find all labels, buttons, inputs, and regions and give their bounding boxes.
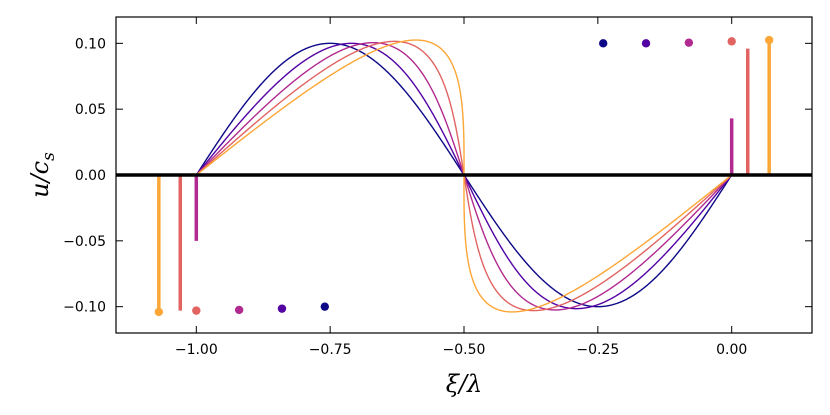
max-marker <box>727 37 736 46</box>
x-tick-label: −0.25 <box>576 342 619 358</box>
max-marker <box>599 39 608 48</box>
plot-area <box>116 35 812 317</box>
x-tick-label: −0.75 <box>309 342 352 358</box>
min-marker <box>320 302 329 311</box>
max-marker <box>684 38 694 47</box>
x-tick-label: −1.00 <box>175 342 218 358</box>
y-tick-label: 0.05 <box>75 102 106 118</box>
y-tick-label: −0.10 <box>63 300 106 316</box>
x-tick-label: −0.50 <box>443 342 486 358</box>
min-marker <box>277 304 287 313</box>
y-axis-label: u/cs <box>26 152 59 198</box>
max-marker <box>641 39 651 48</box>
x-tick-label: 0.00 <box>716 342 747 358</box>
x-axis-label: ξ/λ <box>446 370 483 398</box>
y-tick-label: 0.00 <box>75 168 106 184</box>
y-axis-label-subscript: s <box>39 152 59 161</box>
y-tick-label: 0.10 <box>75 36 106 52</box>
y-tick-label: −0.05 <box>63 234 106 250</box>
min-marker <box>234 305 244 315</box>
max-marker <box>764 35 774 45</box>
axis-ticks: −1.00 −0.75 −0.50 −0.25 0.00 −0.10 −0.05 0.00 0.… <box>63 17 812 358</box>
series-group <box>116 35 812 317</box>
y-axis-label-main: u/c <box>26 161 54 198</box>
min-marker <box>154 307 164 317</box>
min-marker <box>192 306 201 315</box>
